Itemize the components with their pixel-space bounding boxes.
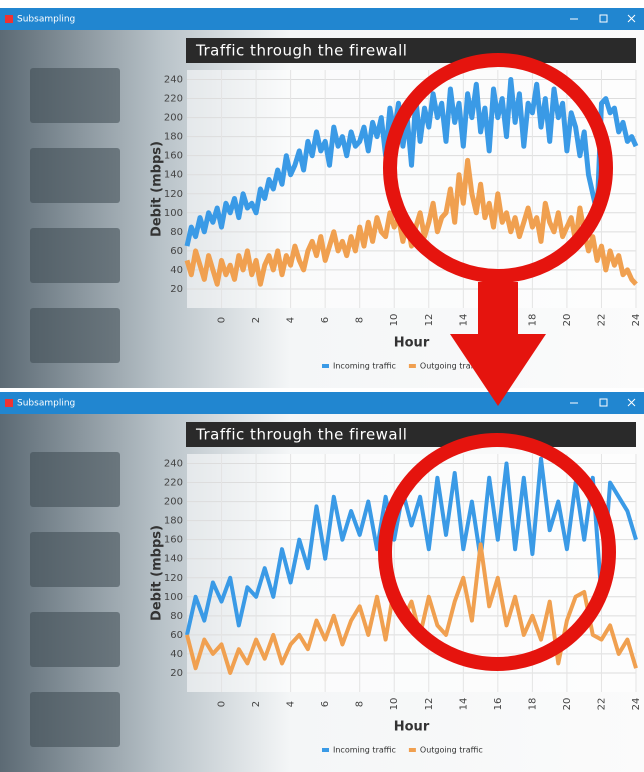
y-tick-label: 60 <box>170 246 183 257</box>
y-tick-label: 240 <box>164 75 183 86</box>
x-tick-label: 4 <box>286 317 297 323</box>
x-tick-label: 20 <box>562 314 573 327</box>
x-tick-label: 24 <box>631 698 642 711</box>
x-tick-label: 22 <box>596 314 607 327</box>
x-tick-label: 4 <box>286 701 297 707</box>
y-tick-label: 160 <box>164 151 183 162</box>
legend-label: Incoming traffic <box>333 362 396 371</box>
x-tick-label: 12 <box>424 698 435 711</box>
x-tick-label: 18 <box>527 314 538 327</box>
server-panel <box>30 68 120 123</box>
page: {"windows":[{"title":"Subsampling"},{"ti… <box>0 0 644 772</box>
x-tick-label: 0 <box>217 701 228 707</box>
x-tick-label: 2 <box>251 701 262 707</box>
y-tick-label: 60 <box>170 630 183 641</box>
window-title: Subsampling <box>17 399 75 409</box>
y-tick-label: 200 <box>164 113 183 124</box>
y-tick-label: 20 <box>170 668 183 679</box>
app-icon <box>5 15 13 23</box>
y-tick-label: 180 <box>164 132 183 143</box>
y-tick-label: 220 <box>164 478 183 489</box>
y-tick-label: 120 <box>164 573 183 584</box>
title-bar <box>0 392 644 414</box>
x-tick-label: 8 <box>355 701 366 707</box>
legend-swatch <box>409 748 416 752</box>
chart-title: Traffic through the firewall <box>195 42 407 60</box>
y-tick-label: 80 <box>170 227 183 238</box>
x-tick-label: 10 <box>389 698 400 711</box>
x-tick-label: 22 <box>596 698 607 711</box>
window-title: Subsampling <box>17 15 75 25</box>
chart-title: Traffic through the firewall <box>195 426 407 444</box>
server-panel <box>30 532 120 587</box>
server-panel <box>30 228 120 283</box>
title-bar <box>0 8 644 30</box>
x-axis-label: Hour <box>394 720 430 735</box>
legend-swatch <box>322 748 329 752</box>
server-panel <box>30 452 120 507</box>
x-tick-label: 10 <box>389 314 400 327</box>
x-tick-label: 24 <box>631 314 642 327</box>
screenshot: Subsampling Traffic through the firewall 2… <box>0 0 644 772</box>
y-tick-label: 160 <box>164 535 183 546</box>
y-tick-label: 220 <box>164 94 183 105</box>
y-tick-label: 200 <box>164 497 183 508</box>
server-panel <box>30 308 120 363</box>
legend-swatch <box>409 364 416 368</box>
x-axis-label: Hour <box>394 336 430 351</box>
x-tick-label: 20 <box>562 698 573 711</box>
x-tick-label: 8 <box>355 317 366 323</box>
server-panel <box>30 148 120 203</box>
y-axis-label: Debit (mbps) <box>150 141 165 237</box>
legend-label: Outgoing traffic <box>420 746 483 755</box>
y-tick-label: 140 <box>164 554 183 565</box>
y-tick-label: 80 <box>170 611 183 622</box>
x-tick-label: 16 <box>493 698 504 711</box>
x-tick-label: 6 <box>320 701 331 707</box>
y-tick-label: 100 <box>164 592 183 603</box>
y-tick-label: 40 <box>170 649 183 660</box>
x-tick-label: 6 <box>320 317 331 323</box>
legend-label: Incoming traffic <box>333 746 396 755</box>
legend-swatch <box>322 364 329 368</box>
y-tick-label: 100 <box>164 208 183 219</box>
y-tick-label: 20 <box>170 284 183 295</box>
x-tick-label: 0 <box>217 317 228 323</box>
x-tick-label: 18 <box>527 698 538 711</box>
x-tick-label: 12 <box>424 314 435 327</box>
x-tick-label: 14 <box>458 698 469 711</box>
server-panel <box>30 612 120 667</box>
server-panel <box>30 692 120 747</box>
x-tick-label: 14 <box>458 314 469 327</box>
y-axis-label: Debit (mbps) <box>150 525 165 621</box>
y-tick-label: 140 <box>164 170 183 181</box>
x-tick-label: 2 <box>251 317 262 323</box>
y-tick-label: 40 <box>170 265 183 276</box>
y-tick-label: 120 <box>164 189 183 200</box>
y-tick-label: 180 <box>164 516 183 527</box>
y-tick-label: 240 <box>164 459 183 470</box>
app-icon <box>5 399 13 407</box>
